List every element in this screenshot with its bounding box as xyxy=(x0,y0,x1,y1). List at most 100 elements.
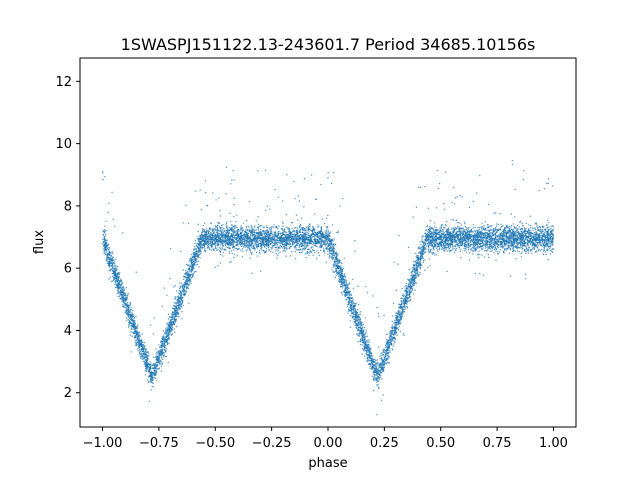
data-point xyxy=(477,246,480,248)
data-point xyxy=(253,230,255,232)
data-point xyxy=(322,248,325,250)
data-point xyxy=(501,237,504,239)
data-point xyxy=(384,360,386,362)
data-point xyxy=(196,261,198,263)
data-point xyxy=(188,266,191,268)
data-point xyxy=(265,247,268,250)
data-point xyxy=(127,319,129,321)
data-point xyxy=(395,319,398,321)
data-point xyxy=(107,248,110,251)
data-point xyxy=(197,230,199,233)
data-point xyxy=(130,306,132,308)
data-point xyxy=(465,251,468,253)
data-point xyxy=(333,254,335,256)
data-point xyxy=(180,282,183,284)
data-point xyxy=(385,346,387,348)
data-point xyxy=(340,261,342,264)
data-point xyxy=(220,249,222,251)
data-point xyxy=(460,248,462,251)
data-point xyxy=(183,276,185,278)
data-point xyxy=(253,243,256,245)
data-point xyxy=(334,252,336,254)
data-point xyxy=(133,316,136,319)
data-point xyxy=(432,252,434,254)
data-point xyxy=(366,291,369,294)
data-point xyxy=(294,250,297,253)
data-point xyxy=(331,224,334,226)
data-point xyxy=(366,335,369,337)
data-point xyxy=(128,311,131,314)
data-point xyxy=(285,213,288,216)
data-point xyxy=(483,244,485,246)
data-point xyxy=(552,224,554,227)
data-point xyxy=(272,245,274,248)
data-point xyxy=(364,317,366,319)
data-point xyxy=(411,276,414,279)
data-point xyxy=(193,249,195,251)
data-point xyxy=(112,252,114,255)
data-point xyxy=(322,241,325,244)
data-point xyxy=(454,197,457,199)
data-point xyxy=(295,214,298,216)
data-point xyxy=(204,180,207,182)
data-point xyxy=(188,260,191,262)
data-point xyxy=(459,243,462,245)
data-point xyxy=(439,239,441,241)
data-point xyxy=(192,248,195,250)
data-point xyxy=(257,170,259,172)
data-point xyxy=(391,315,394,317)
data-point xyxy=(162,352,164,354)
data-point xyxy=(432,235,434,237)
data-point xyxy=(543,248,545,251)
data-point xyxy=(184,290,186,293)
data-point xyxy=(432,253,434,255)
data-point xyxy=(345,282,348,284)
data-point xyxy=(461,231,464,233)
data-point xyxy=(125,286,128,289)
data-point xyxy=(376,306,378,309)
data-point xyxy=(160,365,162,368)
data-point xyxy=(416,254,418,257)
data-point xyxy=(316,257,318,259)
data-point xyxy=(327,214,329,217)
data-point xyxy=(305,256,307,259)
data-point xyxy=(310,174,313,176)
data-point xyxy=(130,328,132,330)
data-point xyxy=(162,330,165,332)
data-point xyxy=(329,251,331,254)
data-point xyxy=(225,193,227,195)
data-point xyxy=(526,231,529,234)
data-point xyxy=(528,241,531,244)
data-point xyxy=(323,243,326,246)
data-point xyxy=(197,260,200,262)
data-point xyxy=(346,288,348,291)
data-point xyxy=(194,260,197,262)
data-point xyxy=(501,232,503,235)
data-point xyxy=(166,343,169,345)
data-point xyxy=(308,225,310,227)
data-point xyxy=(390,330,392,332)
data-point xyxy=(361,326,364,328)
data-point xyxy=(254,249,256,251)
data-point xyxy=(525,250,528,253)
data-point xyxy=(466,232,468,234)
data-point xyxy=(352,310,354,312)
data-point xyxy=(391,348,393,350)
data-point xyxy=(125,306,128,309)
data-point xyxy=(406,289,408,291)
data-point xyxy=(154,377,156,380)
data-point xyxy=(169,278,171,280)
data-point xyxy=(445,224,447,227)
data-point xyxy=(127,326,130,328)
data-point xyxy=(508,227,510,229)
data-point xyxy=(419,266,422,268)
data-point xyxy=(491,242,493,244)
data-point xyxy=(395,289,398,292)
data-point xyxy=(525,273,527,276)
data-point xyxy=(154,374,157,376)
data-point xyxy=(272,234,274,236)
data-point xyxy=(164,330,166,332)
data-point xyxy=(194,261,197,264)
data-point xyxy=(306,243,308,245)
data-point xyxy=(142,341,144,344)
